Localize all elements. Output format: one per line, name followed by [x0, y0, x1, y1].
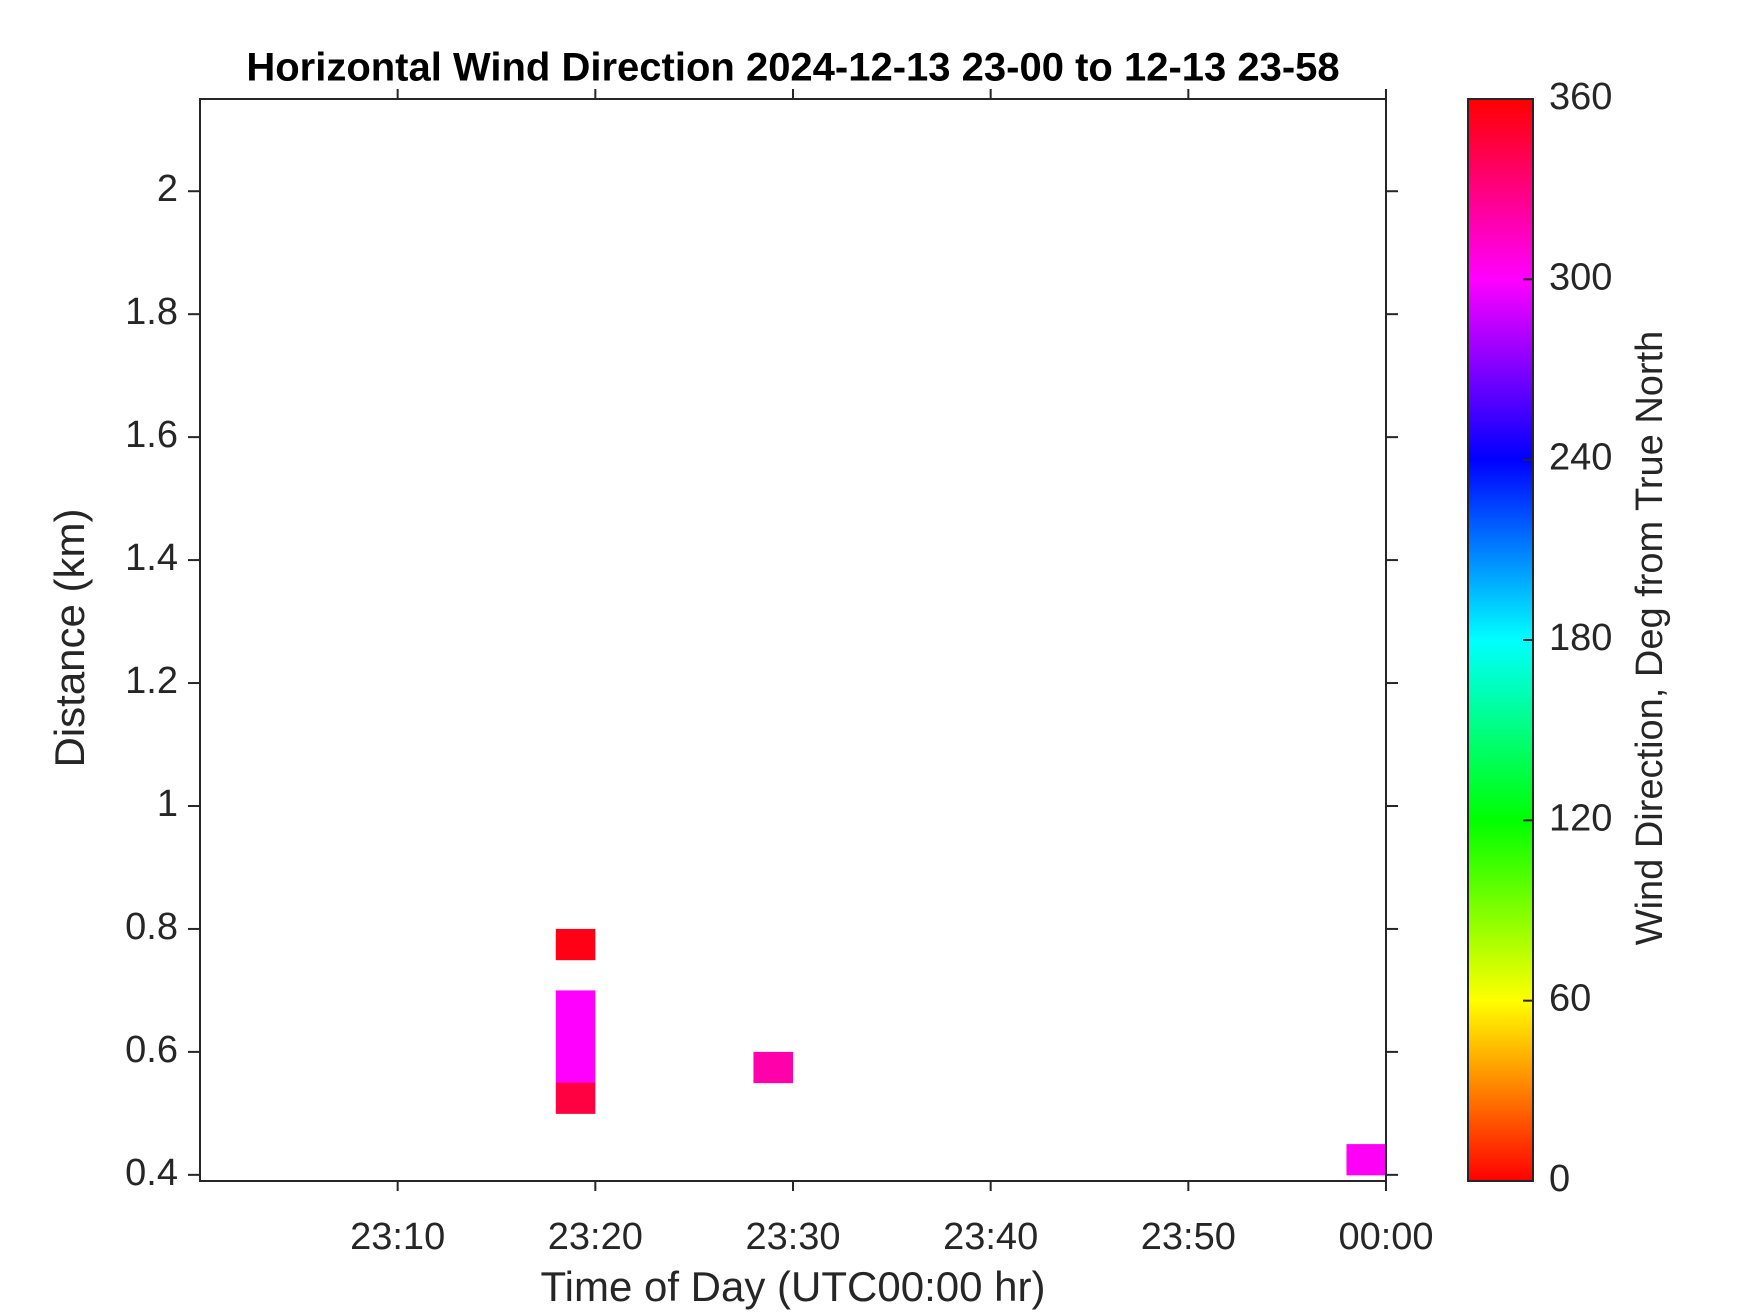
colorbar-tick-label: 60 — [1549, 978, 1591, 1020]
y-axis-label: Distance (km) — [46, 508, 93, 767]
heatmap-cell — [555, 1051, 596, 1084]
heatmap-cell — [555, 1021, 596, 1053]
plot-frame — [199, 98, 1387, 1182]
colorbar-tick-label: 240 — [1549, 437, 1612, 479]
heatmap-cell — [555, 928, 596, 961]
colorbar-label: Wind Direction, Deg from True North — [1629, 331, 1671, 946]
colorbar-tick-label: 300 — [1549, 256, 1612, 298]
y-tick-label: 1 — [157, 783, 178, 825]
x-axis-label: Time of Day (UTC00:00 hr) — [541, 1263, 1046, 1310]
y-tick-label: 1.6 — [125, 414, 178, 456]
x-tick-label: 23:20 — [548, 1216, 643, 1258]
colorbar-tick-label: 120 — [1549, 797, 1612, 839]
colorbar-tick-label: 180 — [1549, 617, 1612, 659]
chart-title: Horizontal Wind Direction 2024-12-13 23-… — [246, 46, 1339, 90]
x-tick-label: 23:30 — [745, 1216, 840, 1258]
x-tick-label: 23:10 — [350, 1216, 445, 1258]
y-tick-label: 0.6 — [125, 1029, 178, 1071]
x-tick-label: 23:50 — [1141, 1216, 1236, 1258]
colorbar-tick-label: 360 — [1549, 76, 1612, 118]
y-tick-label: 1.8 — [125, 291, 178, 333]
y-tick-label: 0.8 — [125, 906, 178, 948]
heatmap-cell — [555, 990, 596, 1022]
colorbar-tick-label: 0 — [1549, 1158, 1570, 1200]
y-tick-label: 2 — [157, 168, 178, 210]
x-tick-label: 00:00 — [1338, 1216, 1433, 1258]
y-tick-label: 1.4 — [125, 537, 178, 579]
x-tick-label: 23:40 — [943, 1216, 1038, 1258]
heatmap-cell — [1346, 1144, 1386, 1176]
heatmap-cell — [555, 1082, 596, 1114]
y-tick-label: 1.2 — [125, 660, 178, 702]
heatmap-cell — [753, 1051, 793, 1084]
y-tick-label: 0.4 — [125, 1152, 178, 1194]
